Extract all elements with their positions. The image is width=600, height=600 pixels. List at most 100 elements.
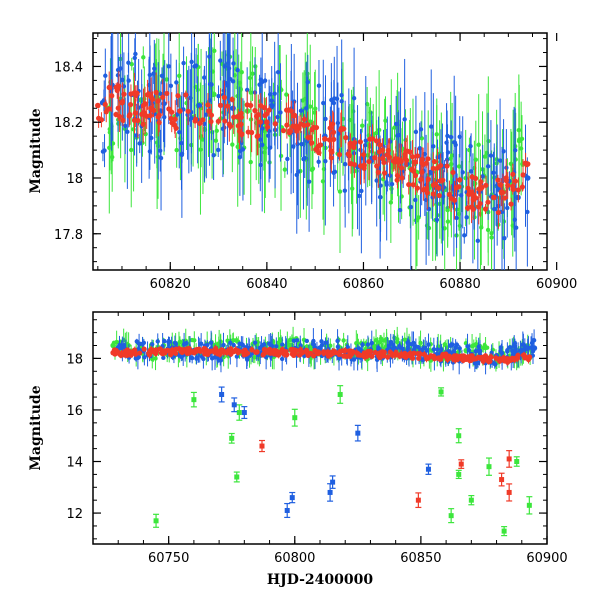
red-point xyxy=(242,347,248,353)
red-point xyxy=(495,209,502,216)
red-point xyxy=(497,182,503,188)
blue-point xyxy=(335,120,341,126)
red-point xyxy=(389,352,396,358)
red-point xyxy=(244,102,250,108)
blue-outlier-point xyxy=(355,430,361,436)
red-series-point xyxy=(228,348,235,355)
blue-point xyxy=(258,77,264,82)
blue-point xyxy=(118,66,123,71)
blue-point xyxy=(418,127,424,132)
green-point xyxy=(174,147,179,153)
blue-point xyxy=(133,356,139,361)
red-series-point xyxy=(153,349,159,355)
green-point xyxy=(395,336,400,342)
red-point xyxy=(266,107,272,113)
blue-point xyxy=(448,343,453,348)
red-point xyxy=(418,176,424,183)
blue-point xyxy=(266,133,271,138)
blue-point xyxy=(274,344,279,349)
blue-point xyxy=(189,355,195,361)
red-point xyxy=(393,349,399,355)
blue-point xyxy=(468,143,473,149)
red-point xyxy=(419,160,425,166)
green-point xyxy=(239,70,244,75)
green-point xyxy=(445,207,450,213)
red-point xyxy=(109,93,115,99)
blue-point xyxy=(174,80,179,85)
red-point xyxy=(431,158,438,165)
top-panel: 60820 60840 60860 60880 60900 17.8 18 18.2 18.4… xyxy=(28,32,577,292)
red-point xyxy=(272,121,278,127)
red-point xyxy=(435,185,442,191)
blue-point xyxy=(252,340,258,345)
red-outlier-point xyxy=(506,489,512,495)
red-point xyxy=(409,154,416,160)
blue-point xyxy=(134,339,139,344)
red-point xyxy=(297,348,303,354)
blue-point xyxy=(378,195,383,200)
red-series-point xyxy=(437,177,444,184)
blue-point xyxy=(181,342,187,347)
red-point xyxy=(98,117,105,123)
blue-outlier-point xyxy=(330,479,336,485)
red-point xyxy=(343,134,349,141)
red-point xyxy=(113,84,119,90)
blue-point xyxy=(434,217,440,223)
blue-point xyxy=(220,126,226,131)
red-point xyxy=(410,182,416,188)
red-point xyxy=(372,155,378,161)
blue-point xyxy=(531,338,537,343)
blue-point xyxy=(306,179,312,184)
red-point xyxy=(395,159,402,165)
red-outlier-point xyxy=(259,443,265,449)
red-series-point xyxy=(203,348,210,355)
red-point xyxy=(365,353,371,359)
blue-point xyxy=(230,79,236,84)
green-point xyxy=(252,355,257,360)
green-outlier-point xyxy=(191,397,197,403)
red-point xyxy=(341,126,347,132)
green-point xyxy=(109,154,115,160)
red-point xyxy=(477,186,483,192)
red-point xyxy=(183,92,189,98)
blue-point xyxy=(226,60,231,66)
y-tick-label: 16 xyxy=(66,404,83,419)
red-series-point xyxy=(455,354,462,360)
green-point xyxy=(141,55,146,60)
bottom-y-axis-label: Magnitude xyxy=(28,385,44,470)
red-point xyxy=(343,353,350,359)
red-series-point xyxy=(206,108,212,114)
blue-point xyxy=(137,341,143,347)
red-series-point xyxy=(408,166,415,173)
red-point xyxy=(436,192,442,199)
red-point xyxy=(357,139,363,145)
blue-point xyxy=(194,355,200,360)
blue-point xyxy=(152,66,157,71)
blue-point xyxy=(244,87,250,93)
green-outlier-point xyxy=(456,433,462,439)
green-point xyxy=(360,123,365,128)
blue-point xyxy=(507,345,513,350)
blue-point xyxy=(302,155,307,161)
red-outlier-point xyxy=(499,477,505,483)
red-point xyxy=(352,140,358,146)
red-point xyxy=(224,103,231,109)
blue-point xyxy=(406,342,411,347)
red-point xyxy=(414,153,421,159)
red-point xyxy=(373,138,380,144)
blue-point xyxy=(397,207,403,213)
red-series-point xyxy=(329,350,336,357)
red-series-point xyxy=(148,105,154,112)
blue-point xyxy=(413,197,418,203)
red-point xyxy=(258,103,264,109)
red-series-point xyxy=(110,349,116,356)
red-point xyxy=(377,142,383,148)
blue-point xyxy=(393,121,399,127)
red-point xyxy=(127,102,134,108)
red-point xyxy=(217,102,224,108)
red-point xyxy=(495,177,501,183)
red-point xyxy=(337,348,343,354)
red-point xyxy=(520,172,526,178)
green-point xyxy=(129,147,134,153)
